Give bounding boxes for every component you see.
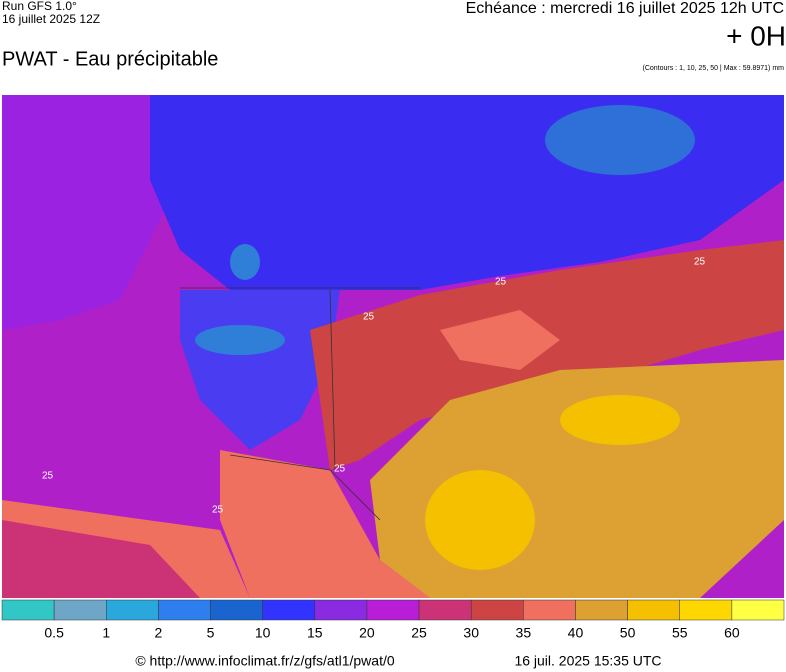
legend-label: 2 (155, 625, 163, 641)
legend-label: 50 (620, 625, 636, 641)
map-title: PWAT - Eau précipitable (2, 48, 218, 70)
legend-label: 35 (516, 625, 532, 641)
contour-label: 25 (212, 505, 224, 516)
contour-label: 25 (363, 312, 375, 323)
contours-note: (Contours : 1, 10, 25, 50 | Max : 59.897… (643, 65, 785, 72)
contour-label: 25 (694, 257, 706, 268)
legend-swatch (575, 599, 628, 621)
legend-swatch (523, 599, 576, 621)
contour-label: 25 (334, 464, 346, 475)
legend-swatch (262, 599, 316, 621)
legend-swatch (210, 599, 263, 621)
legend-label: 40 (568, 625, 584, 641)
legend-swatch (158, 599, 211, 621)
legend-label: 5 (207, 625, 215, 641)
legend-swatch (418, 599, 472, 621)
legend-label: 55 (672, 625, 688, 641)
footer-timestamp: 16 juil. 2025 15:35 UTC (514, 653, 661, 669)
legend-swatch (627, 599, 680, 621)
legend-label: 30 (463, 625, 479, 641)
contour-label: 25 (42, 471, 54, 482)
offset: + 0H (726, 20, 786, 51)
legend-swatch (366, 599, 420, 621)
footer-source: © http://www.infoclimat.fr/z/gfs/atl1/pw… (135, 653, 395, 669)
legend-swatch (1, 599, 55, 621)
run-label: Run GFS 1.0° (2, 0, 77, 13)
legend-label: 60 (724, 625, 740, 641)
legend-swatch (314, 599, 368, 621)
legend-label: 1 (102, 625, 110, 641)
legend-label: 20 (359, 625, 375, 641)
legend-label: 0.5 (44, 625, 64, 641)
legend-label: 25 (411, 625, 427, 641)
legend-label: 10 (255, 625, 271, 641)
legend-swatch (731, 599, 785, 621)
legend-swatch (53, 599, 107, 621)
legend-swatch (470, 599, 524, 621)
map: 25 25 25 25 25 25 (2, 95, 784, 598)
legend-swatch (106, 599, 159, 621)
legend: 0.5 1 2 5 10 15 20 25 30 35 40 50 55 60 (1, 599, 785, 641)
contour-label: 25 (495, 277, 507, 288)
echeance: Echéance : mercredi 16 juillet 2025 12h … (466, 0, 784, 17)
legend-swatch (679, 599, 733, 621)
run-date: 16 juillet 2025 12Z (2, 12, 100, 26)
legend-label: 15 (307, 625, 323, 641)
